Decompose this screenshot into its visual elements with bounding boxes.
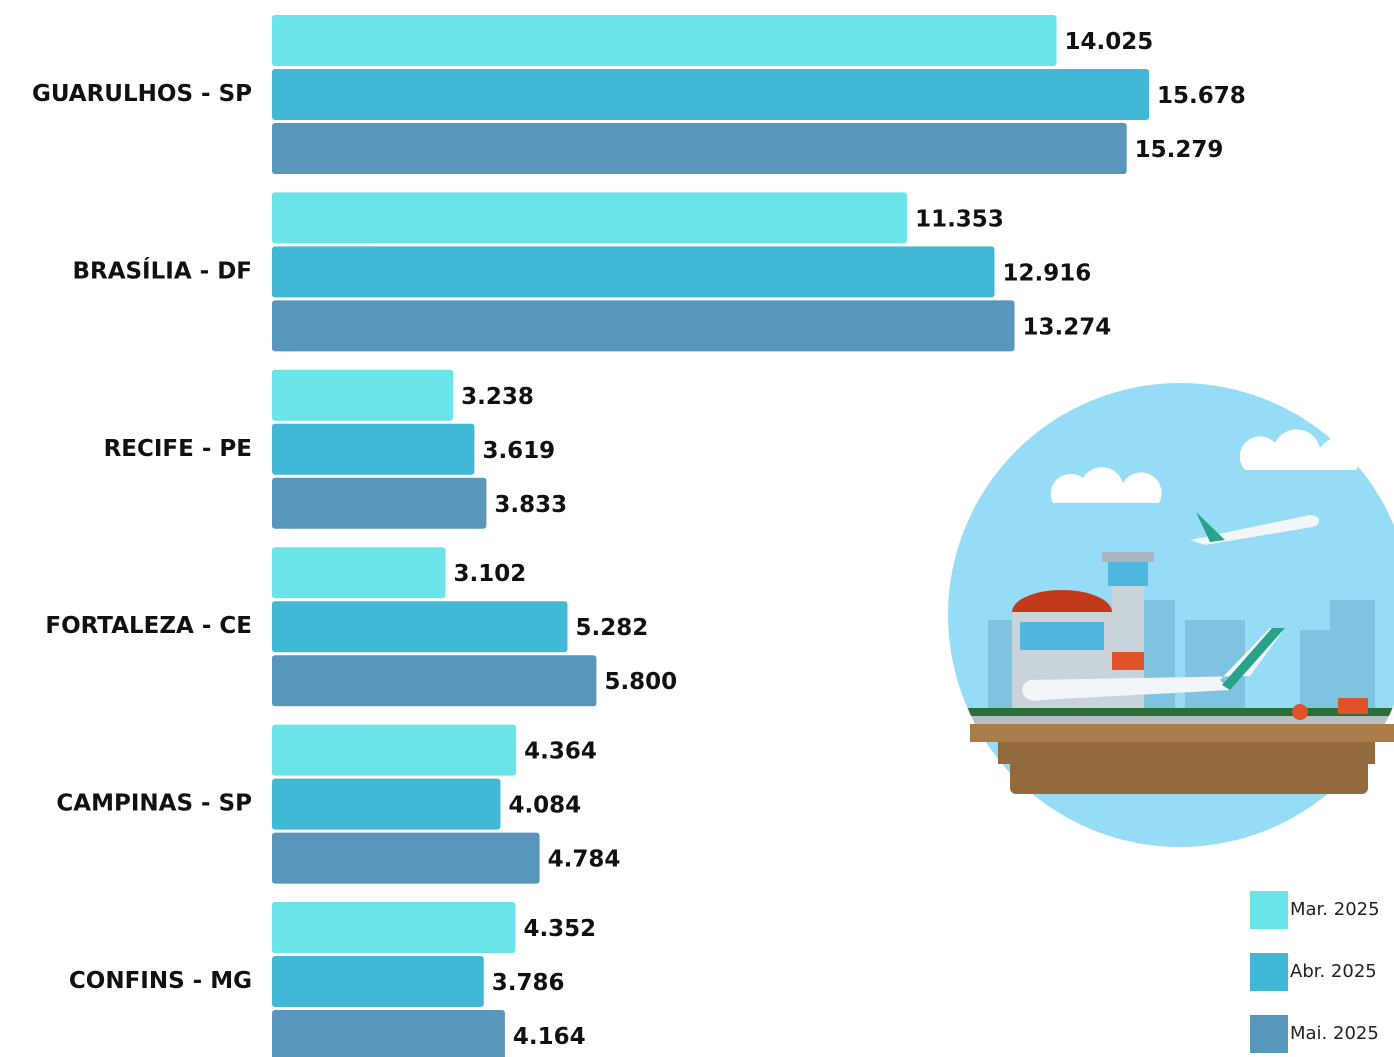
value-label: 15.279 (1135, 137, 1224, 163)
value-label: 5.800 (604, 669, 677, 695)
category-label: CONFINS - MG (69, 968, 252, 994)
value-label: 4.084 (508, 793, 581, 819)
bar (272, 424, 474, 475)
value-label: 3.102 (454, 561, 527, 587)
airport-illustration (948, 383, 1394, 847)
value-label: 12.916 (1002, 260, 1091, 286)
bar (272, 779, 500, 830)
category-label: GUARULHOS - SP (32, 81, 252, 107)
chart: GUARULHOS - SP 14.025 15.678 15.279 BRASÍLIA… (0, 0, 1394, 1057)
value-label: 3.238 (461, 384, 534, 410)
bar (272, 69, 1149, 120)
legend-swatch (1250, 891, 1288, 929)
legend-label: Mai. 2025 (1290, 1023, 1379, 1044)
value-label: 3.786 (492, 970, 565, 996)
legend-swatch (1250, 1015, 1288, 1053)
bar (272, 246, 994, 297)
bar (272, 478, 486, 529)
legend-label: Mar. 2025 (1290, 899, 1380, 920)
value-label: 15.678 (1157, 83, 1246, 109)
legend-swatch (1250, 953, 1288, 991)
bar (272, 370, 453, 421)
value-label: 3.833 (494, 492, 567, 518)
bar (272, 1010, 505, 1057)
bar (272, 601, 567, 652)
value-label: 14.025 (1065, 29, 1154, 55)
bar (272, 300, 1015, 351)
value-label: 4.164 (513, 1024, 586, 1050)
bar (272, 15, 1057, 66)
bar (272, 192, 907, 243)
category-label: BRASÍLIA - DF (72, 256, 252, 284)
value-label: 13.274 (1023, 314, 1112, 340)
value-label: 3.619 (482, 438, 555, 464)
value-label: 4.364 (524, 739, 597, 765)
value-label: 4.352 (523, 916, 596, 942)
bar (272, 123, 1127, 174)
bar (272, 655, 596, 706)
value-label: 5.282 (575, 615, 648, 641)
value-label: 4.784 (548, 847, 621, 873)
bar (272, 902, 515, 953)
bar (272, 956, 484, 1007)
bar (272, 547, 446, 598)
value-label: 11.353 (915, 206, 1004, 232)
category-label: CAMPINAS - SP (56, 791, 252, 817)
bar (272, 833, 540, 884)
category-label: RECIFE - PE (104, 436, 252, 462)
category-label: FORTALEZA - CE (45, 613, 252, 639)
legend-label: Abr. 2025 (1290, 961, 1377, 982)
bar (272, 725, 516, 776)
